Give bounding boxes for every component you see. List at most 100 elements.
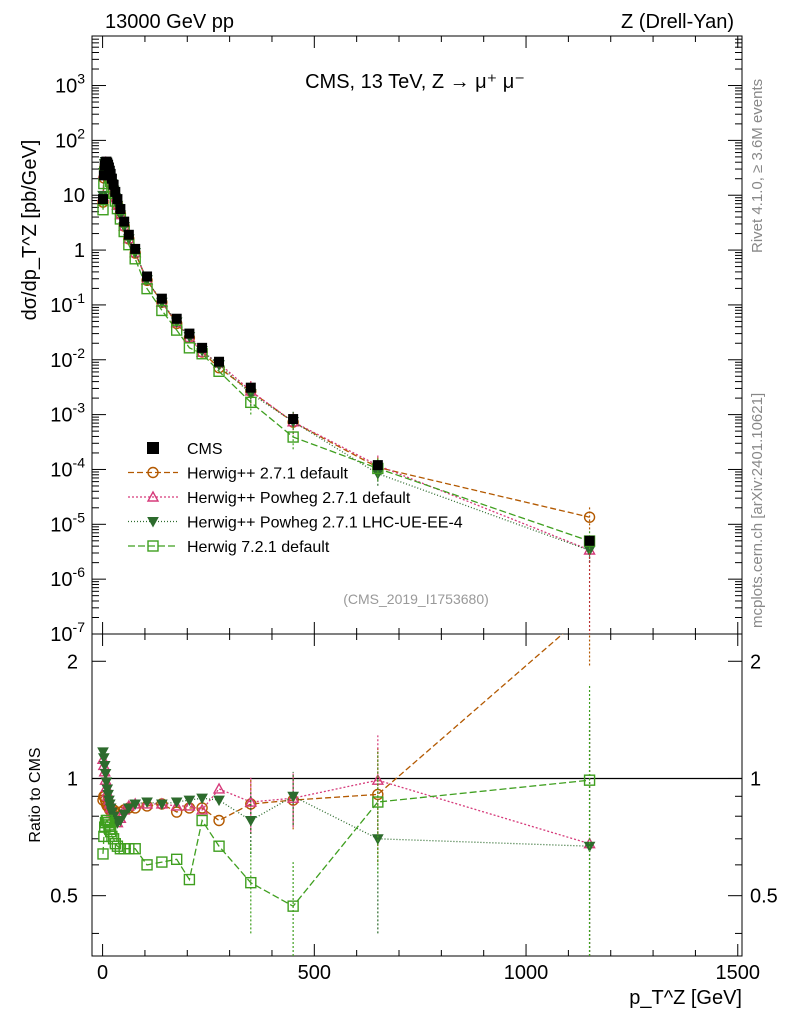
series-point bbox=[183, 342, 196, 354]
data-point bbox=[197, 342, 208, 353]
ratio-series-point bbox=[213, 795, 225, 807]
ratio-series-point bbox=[372, 796, 384, 808]
series-line bbox=[102, 166, 590, 542]
ratio-series-point bbox=[129, 843, 141, 855]
ratio-series-point bbox=[97, 848, 109, 860]
ratio-series-point bbox=[129, 799, 142, 811]
legend-marker bbox=[147, 540, 159, 552]
ratio-series-point bbox=[118, 809, 131, 821]
x-tick-label: 0 bbox=[97, 962, 108, 984]
ratio-series-point bbox=[98, 760, 111, 772]
rivet-label: Rivet 4.1.0, ≥ 3.6M events bbox=[749, 79, 766, 253]
series-point bbox=[245, 396, 257, 409]
ratio-series-point bbox=[111, 840, 124, 852]
legend-label: CMS bbox=[187, 441, 223, 458]
data-point bbox=[245, 382, 256, 393]
data-point bbox=[112, 194, 123, 205]
data-point bbox=[98, 170, 109, 181]
ratio-series-point bbox=[244, 815, 257, 827]
data-point bbox=[98, 194, 109, 205]
ratio-series-point bbox=[213, 814, 225, 827]
y-tick-label: 10-6 bbox=[50, 564, 85, 591]
ratio-series-point bbox=[170, 797, 183, 809]
ratio-series-point bbox=[170, 853, 183, 866]
data-point bbox=[115, 204, 126, 215]
ratio-series-point bbox=[114, 815, 127, 827]
ratio-tick-label-right: 1 bbox=[750, 768, 761, 790]
ratio-series-point bbox=[287, 900, 299, 912]
data-point bbox=[119, 216, 130, 227]
legend-label: Herwig++ 2.7.1 default bbox=[187, 466, 349, 483]
ratio-series-point bbox=[99, 768, 112, 780]
data-point bbox=[214, 356, 225, 367]
series-point bbox=[156, 304, 168, 317]
ratio-series-point bbox=[583, 774, 596, 786]
series-point bbox=[141, 282, 153, 295]
ratio-y-axis-label: Ratio to CMS bbox=[27, 747, 44, 842]
chart-title: CMS, 13 TeV, Z → μ⁺ μ⁻ bbox=[305, 71, 525, 93]
data-point bbox=[184, 328, 195, 339]
legend-marker bbox=[146, 490, 160, 502]
data-point bbox=[130, 243, 141, 254]
ratio-series-point bbox=[123, 843, 135, 855]
x-tick-label: 1000 bbox=[504, 962, 549, 984]
main-plot-area bbox=[96, 156, 596, 634]
data-point bbox=[171, 313, 182, 324]
y-tick-label: 102 bbox=[55, 125, 85, 152]
ratio-series-point bbox=[196, 814, 208, 827]
series-point bbox=[97, 204, 109, 216]
data-point bbox=[123, 229, 134, 240]
ratio-series-line bbox=[102, 634, 564, 822]
y-tick-label: 10 bbox=[63, 185, 85, 207]
data-point bbox=[156, 293, 167, 304]
ratio-series-point bbox=[141, 797, 153, 809]
series-point bbox=[583, 511, 596, 523]
ratio-panel-frame bbox=[91, 633, 743, 957]
legend-label: Herwig 7.2.1 default bbox=[187, 539, 330, 556]
legend: CMS Herwig++ 2.7.1 default Herwig++ Powheg… bbox=[128, 441, 463, 556]
y-tick-label: 10-4 bbox=[50, 454, 85, 481]
ratio-series-point bbox=[245, 876, 257, 889]
legend-label: Herwig++ Powheg 2.7.1 LHC-UE-EE-4 bbox=[187, 515, 463, 532]
ratio-series-point bbox=[102, 816, 114, 829]
ratio-series-point bbox=[141, 859, 153, 871]
ratio-tick-label: 2 bbox=[67, 651, 78, 673]
data-point bbox=[584, 535, 595, 546]
ratio-series-point bbox=[183, 799, 196, 811]
analysis-tag: (CMS_2019_I1753680) bbox=[343, 591, 489, 607]
y-tick-label: 10-7 bbox=[50, 619, 85, 646]
ratio-series-point bbox=[183, 873, 196, 886]
ratio-series-point bbox=[170, 799, 183, 811]
x-axis-label: p_T^Z [GeV] bbox=[629, 987, 742, 1009]
ratio-series-point bbox=[196, 793, 208, 805]
legend-label: Herwig++ Powheg 2.7.1 default bbox=[187, 490, 411, 507]
y-tick-label: 10-3 bbox=[50, 400, 85, 427]
ratio-series-point bbox=[102, 789, 114, 801]
series-line bbox=[102, 164, 590, 518]
ratio-tick-label: 0.5 bbox=[50, 886, 78, 908]
x-tick-label: 500 bbox=[298, 962, 331, 984]
ratio-plot-area bbox=[92, 634, 742, 956]
mcplots-label: mcplots.cern.ch [arXiv:2401.10621] bbox=[749, 393, 766, 628]
y-tick-label: 10-1 bbox=[50, 290, 85, 317]
ratio-series-point bbox=[287, 791, 299, 803]
data-point bbox=[288, 414, 299, 425]
series-point bbox=[287, 431, 299, 443]
ratio-series-point bbox=[212, 782, 226, 794]
legend-marker bbox=[147, 442, 159, 454]
ratio-series-point bbox=[100, 777, 113, 788]
header-right: Z (Drell-Yan) bbox=[621, 11, 734, 33]
ratio-series-point bbox=[213, 840, 225, 852]
ratio-tick-label-right: 0.5 bbox=[750, 886, 778, 908]
data-point bbox=[142, 271, 153, 282]
ratio-series-point bbox=[98, 753, 110, 764]
legend-marker bbox=[147, 517, 159, 528]
ratio-series-point bbox=[195, 803, 209, 815]
header-left: 13000 GeV pp bbox=[105, 11, 234, 33]
ratio-series-point bbox=[101, 784, 114, 795]
ratio-series-point bbox=[244, 795, 257, 807]
ratio-series-point bbox=[371, 834, 384, 845]
ratio-series-point bbox=[183, 795, 196, 807]
ratio-tick-label: 1 bbox=[67, 768, 78, 790]
